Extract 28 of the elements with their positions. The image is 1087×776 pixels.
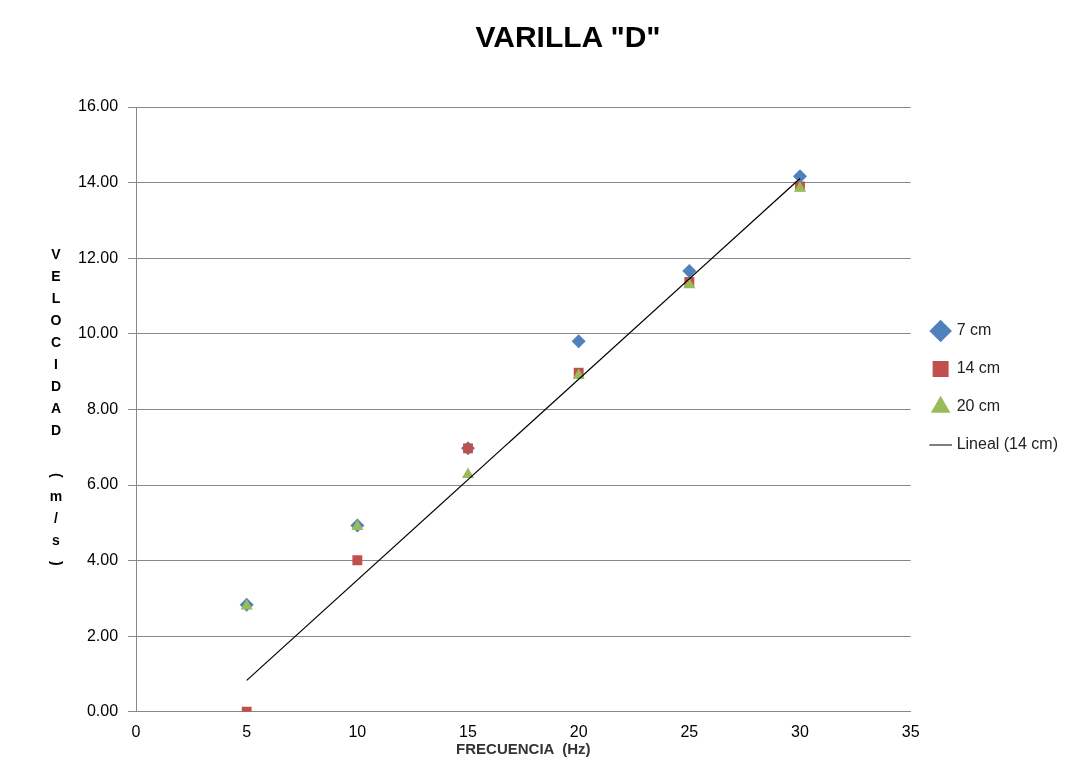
legend-label: Lineal (14 cm) [956,435,1058,453]
x-tick-label: 35 [901,722,920,740]
legend-label: 20 cm [956,397,1001,415]
y-tick-label: 6.00 [86,475,119,493]
point [571,334,586,349]
x-tick-label: 10 [348,722,367,740]
y-tick-label: 0.00 [86,702,119,720]
x-tick-label: 15 [459,722,477,740]
chart-title: VARILLA "D" [475,20,661,54]
point [352,555,363,566]
x-tick-label: 0 [131,722,141,740]
text: VELOCIDAD (m/s) [49,246,66,566]
y-tick-label: 2.00 [86,626,119,644]
x-tick-label: 25 [680,722,699,740]
y-tick-label: 4.00 [86,551,119,569]
x-tick-label: 30 [791,722,809,740]
y-tick-label: 16.00 [77,97,119,115]
y-tick-label: 14.00 [77,173,119,191]
y-tick-label: 12.00 [77,248,119,266]
point [461,467,475,478]
x-axis-title: FRECUENCIA (Hz) [456,740,591,758]
legend-label: 7 cm [956,321,992,339]
legend-label: 14 cm [956,359,1001,377]
x-tick-label: 20 [569,722,588,740]
y-tick-label: 10.00 [77,324,119,342]
x-tick-label: 5 [242,722,252,740]
point [682,264,697,279]
y-tick-label: 8.00 [86,399,119,417]
